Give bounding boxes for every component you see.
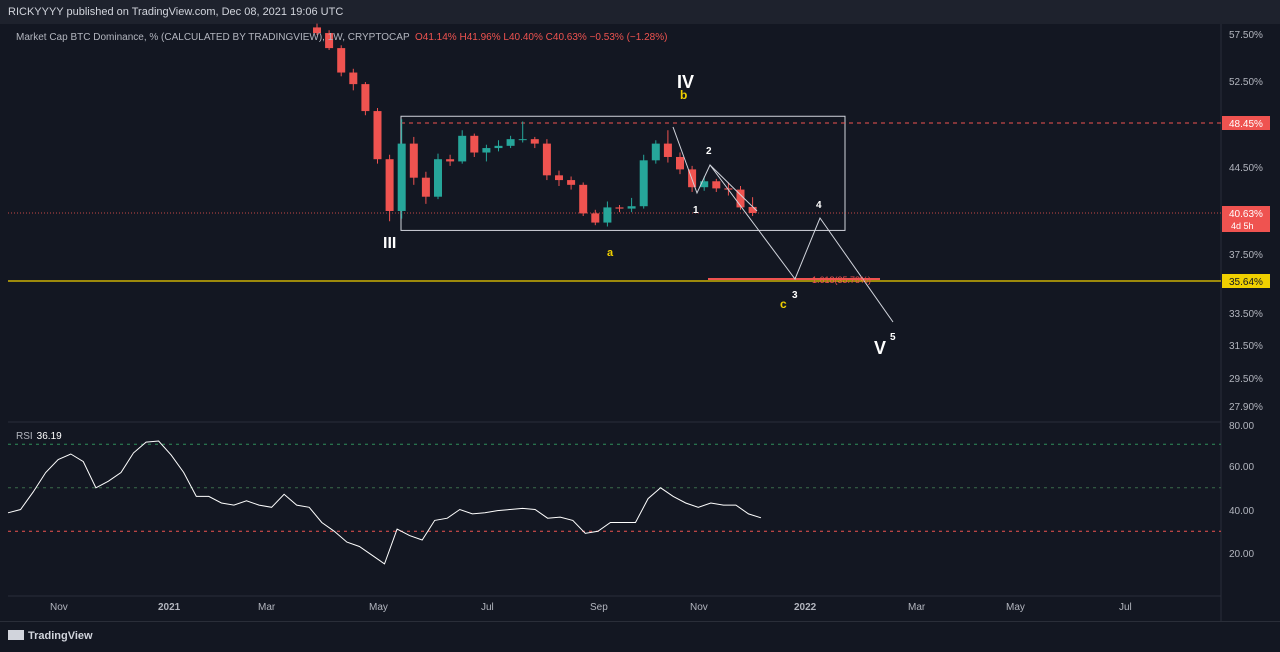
candle-body <box>446 159 455 162</box>
wave-1-label: 1 <box>693 205 699 216</box>
resistance-price-label: 48.45% <box>1229 119 1263 130</box>
candle-body <box>736 189 745 208</box>
last-price-label: 40.63% <box>1229 209 1263 220</box>
rsi-line <box>7 440 762 565</box>
candle-body <box>494 145 503 149</box>
candle-body <box>458 135 467 162</box>
candle-body <box>712 181 721 189</box>
rsi-value: 36.19 <box>36 431 62 442</box>
candle-body <box>567 180 576 185</box>
candle-body <box>482 148 491 153</box>
candle-body <box>506 139 515 146</box>
symbol-legend: Market Cap BTC Dominance, % (CALCULATED … <box>16 32 667 43</box>
ohlc-change: −0.53% (−1.28%) <box>589 32 668 43</box>
time-tick-label: 2022 <box>794 602 817 613</box>
time-tick-label: 2021 <box>158 602 181 613</box>
resistance-price-box <box>1222 116 1270 130</box>
candle-body <box>591 213 600 223</box>
candle-body <box>434 159 442 197</box>
price-tick-label: 52.50% <box>1229 77 1263 88</box>
wave-2-label: 2 <box>706 146 712 157</box>
candle-body <box>676 156 684 170</box>
published-text: RICKYYYY published on TradingView.com, D… <box>8 6 344 18</box>
support-price-label: 35.64% <box>1229 277 1263 288</box>
candle-body <box>651 143 660 161</box>
time-tick-label: Sep <box>590 602 608 613</box>
rsi-tick-label: 80.00 <box>1229 421 1254 432</box>
wave-5-label: 5 <box>890 332 896 343</box>
price-tick-label: 31.50% <box>1229 341 1263 352</box>
candle-body <box>409 143 418 178</box>
candle-body <box>663 143 672 157</box>
price-tick-label: 29.50% <box>1229 374 1263 385</box>
logo-text: TradingView <box>28 630 93 642</box>
candle-body <box>748 206 757 213</box>
candle-body <box>639 160 648 207</box>
ohlc-open: O41.14% <box>415 32 457 43</box>
candle-body <box>337 48 346 73</box>
candle-body <box>325 33 334 49</box>
rsi-legend: RSI 36.19 <box>16 431 62 442</box>
candle-body <box>603 207 612 223</box>
price-tick-label: 33.50% <box>1229 309 1263 320</box>
ohlc-low: L40.40% <box>503 32 543 43</box>
time-tick-label: Mar <box>258 602 276 613</box>
time-tick-label: Jul <box>1119 602 1132 613</box>
wave-4-label: 4 <box>816 200 822 211</box>
price-tick-label: 37.50% <box>1229 250 1263 261</box>
tv-logo-icon <box>8 630 24 640</box>
time-tick-label: Nov <box>690 602 708 613</box>
candle-body <box>349 72 358 85</box>
candle-body <box>313 27 321 34</box>
rsi-tick-label: 20.00 <box>1229 549 1254 560</box>
candle-body <box>700 181 709 188</box>
candle-body <box>542 143 551 176</box>
wave-III-label: III <box>383 235 396 252</box>
candle-body <box>615 207 624 209</box>
wave-b-label: b <box>680 88 687 102</box>
time-tick-label: May <box>369 602 388 613</box>
candle-body <box>373 111 382 160</box>
candle-body <box>579 184 588 214</box>
tradingview-logo[interactable]: TradingView <box>8 630 93 642</box>
candle-body <box>470 135 479 153</box>
ohlc-close: C40.63% <box>545 32 587 43</box>
price-tick-label: 44.50% <box>1229 163 1263 174</box>
time-tick-label: Jul <box>481 602 494 613</box>
footer-bar: TradingView <box>0 621 1280 652</box>
countdown-label: 4d 5h <box>1231 221 1254 231</box>
price-tick-label: 27.90% <box>1229 402 1263 413</box>
wave-c-label: c <box>780 297 787 311</box>
fib-label: 1.618(35.78%) <box>812 275 871 285</box>
rsi-tick-label: 60.00 <box>1229 462 1254 473</box>
candle-body <box>627 206 636 209</box>
rsi-tick-label: 40.00 <box>1229 506 1254 517</box>
price-tick-label: 57.50% <box>1229 30 1263 41</box>
ohlc-high: H41.96% <box>459 32 501 43</box>
publish-header: RICKYYYY published on TradingView.com, D… <box>0 0 1280 24</box>
candle-body <box>385 159 394 211</box>
candle-body <box>361 84 370 112</box>
time-tick-label: Nov <box>50 602 68 613</box>
candle-body <box>530 139 539 144</box>
candle-body <box>518 139 527 141</box>
wave-projection <box>672 126 894 323</box>
wave-3-label: 3 <box>792 290 798 301</box>
candle-body <box>555 175 563 181</box>
last-price-box <box>1222 206 1270 232</box>
wave-line <box>709 164 758 212</box>
wave-IV-label: IV <box>677 72 694 92</box>
candle-body <box>397 143 406 211</box>
wave-a-label: a <box>607 247 614 259</box>
time-tick-label: Mar <box>908 602 926 613</box>
support-price-box <box>1222 274 1270 288</box>
time-tick-label: May <box>1006 602 1025 613</box>
wave-V-label: V <box>874 338 886 358</box>
symbol-title: Market Cap BTC Dominance, % (CALCULATED … <box>16 32 410 43</box>
rsi-label: RSI <box>16 431 33 442</box>
candle-body <box>421 177 430 197</box>
